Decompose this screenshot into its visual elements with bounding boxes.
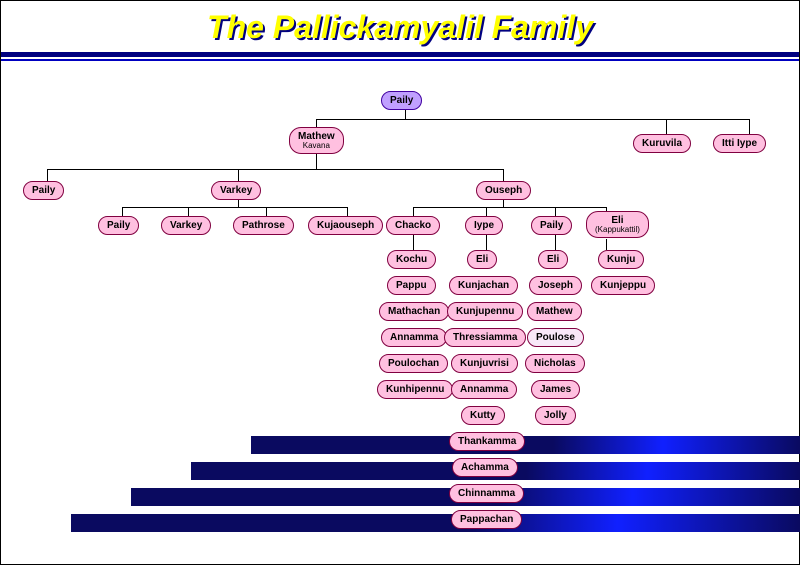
tree-node-c_mathachan: Mathachan (379, 302, 449, 321)
tree-node-e_kunju: Kunju (598, 250, 644, 269)
connector-line (413, 233, 414, 250)
connector-line (486, 207, 487, 216)
family-tree-diagram: Paily MathewKavana Kuruvila Itti Iype Paily V… (1, 61, 799, 561)
tree-node-g3b_chacko: Chacko (386, 216, 440, 235)
tree-node-i_thank: Thankamma (449, 432, 525, 451)
connector-line (266, 207, 267, 216)
tree-node-c_kunhi: Kunhipennu (377, 380, 453, 399)
tree-node-p_nicholas: Nicholas (525, 354, 585, 373)
tree-node-c_poulochan: Poulochan (379, 354, 448, 373)
connector-line (238, 169, 239, 181)
connector-line (555, 233, 556, 250)
connector-line (347, 207, 348, 216)
tree-node-c_pappu: Pappu (387, 276, 436, 295)
tree-node-g3a_kuja: Kujaouseph (308, 216, 383, 235)
connector-line (188, 207, 189, 216)
tree-node-p_joseph: Joseph (529, 276, 582, 295)
tree-node-i_kunjuvrisi: Kunjuvrisi (451, 354, 518, 373)
tree-node-i_kunjachan: Kunjachan (449, 276, 518, 295)
tree-node-i_chinn: Chinnamma (449, 484, 524, 503)
tree-node-p_james: James (531, 380, 580, 399)
tree-node-i_pappachan: Pappachan (451, 510, 522, 529)
tree-node-g3a_varkey: Varkey (161, 216, 211, 235)
tree-node-root: Paily (381, 91, 422, 110)
tree-node-i_eli: Eli (467, 250, 497, 269)
tree-node-g1_kuruvila: Kuruvila (633, 134, 691, 153)
connector-line (316, 119, 317, 127)
tree-node-g3b_paily: Paily (531, 216, 572, 235)
tree-node-g3a_pathrose: Pathrose (233, 216, 294, 235)
connector-line (316, 119, 749, 120)
connector-line (316, 153, 317, 169)
tree-node-g1_itti: Itti Iype (713, 134, 766, 153)
tree-node-p_eli: Eli (538, 250, 568, 269)
tree-node-i_kunjupennu: Kunjupennu (447, 302, 523, 321)
connector-line (555, 207, 556, 216)
connector-line (606, 239, 607, 250)
connector-line (405, 109, 406, 119)
tree-node-p_poulose: Poulose (527, 328, 584, 347)
tree-node-g3a_paily: Paily (98, 216, 139, 235)
connector-line (503, 199, 504, 207)
connector-line (413, 207, 414, 216)
tree-node-i_annamma: Annamma (451, 380, 517, 399)
tree-node-g2_varkey: Varkey (211, 181, 261, 200)
title-bar (1, 52, 799, 57)
tree-node-p_mathew: Mathew (527, 302, 582, 321)
connector-line (47, 169, 48, 181)
connector-line (238, 199, 239, 207)
tree-node-i_thres: Thressiamma (444, 328, 526, 347)
connector-line (122, 207, 347, 208)
tree-node-e_kunjeppu: Kunjeppu (591, 276, 655, 295)
connector-line (486, 233, 487, 250)
tree-node-c_annamma: Annamma (381, 328, 447, 347)
decorative-stripe (71, 514, 800, 532)
tree-node-g1_mathew: MathewKavana (289, 127, 344, 154)
tree-node-g2_paily: Paily (23, 181, 64, 200)
page-title: The Pallickamyalil Family (1, 1, 799, 52)
connector-line (47, 169, 503, 170)
connector-line (503, 169, 504, 181)
connector-line (413, 207, 606, 208)
connector-line (666, 119, 667, 134)
tree-node-g3b_iype: Iype (465, 216, 503, 235)
connector-line (122, 207, 123, 216)
tree-node-g2_ouseph: Ouseph (476, 181, 531, 200)
tree-node-c_kochu: Kochu (387, 250, 436, 269)
tree-node-i_achamma: Achamma (452, 458, 518, 477)
connector-line (749, 119, 750, 134)
decorative-stripe (251, 436, 800, 454)
tree-node-g3b_eli: Eli(Kappukattil) (586, 211, 649, 238)
tree-node-p_jolly: Jolly (535, 406, 576, 425)
tree-node-i_kutty: Kutty (461, 406, 505, 425)
